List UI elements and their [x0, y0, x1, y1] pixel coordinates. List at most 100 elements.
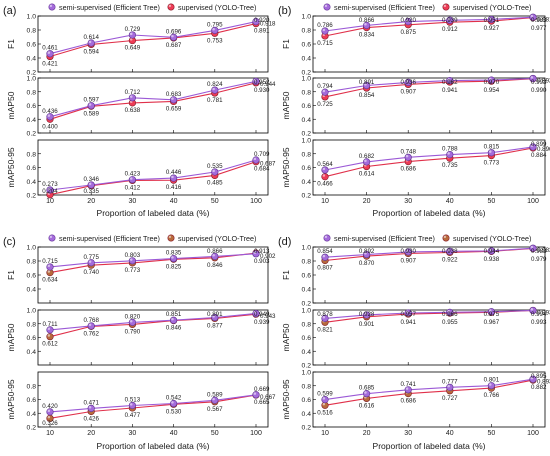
- point-semi-highlight: [405, 249, 409, 252]
- point-semi-highlight: [171, 401, 174, 404]
- data-label: 0.649: [125, 45, 141, 52]
- data-label: 0.684: [254, 166, 270, 173]
- legend-marker-semi-fill: [323, 3, 331, 11]
- subplot-f1: 0.2 0.4 0.6 0.8 1.0 F1 0.786 0.715 0.866 0.834 0.9…: [281, 14, 550, 77]
- data-label: 0.979: [531, 256, 547, 263]
- point-semi: [252, 309, 260, 318]
- y-tick-label: 1.0: [27, 308, 37, 315]
- y-tick-label: 0.2: [27, 425, 37, 432]
- y-tick-label: 0.6: [27, 42, 37, 49]
- point-semi-highlight: [447, 248, 450, 252]
- point-semi: [363, 250, 371, 259]
- y-tick-label: 0.6: [27, 335, 37, 342]
- data-label: 0.990: [531, 87, 547, 94]
- point-semi-highlight: [447, 17, 450, 21]
- point-semi-highlight: [447, 152, 450, 155]
- legend-marker-supervised-fill: [442, 3, 450, 11]
- point-semi: [170, 254, 178, 263]
- point-semi: [211, 313, 219, 322]
- data-label: 0.436: [42, 108, 58, 115]
- series-line-semi: [49, 312, 257, 331]
- data-label: 0.335: [83, 188, 99, 195]
- data-label: 0.682: [359, 153, 375, 160]
- series-line-supervised: [49, 252, 257, 274]
- point-semi: [321, 253, 329, 261]
- data-label: 0.589: [83, 110, 99, 117]
- point-semi-highlight: [212, 315, 215, 318]
- data-label: 0.993: [531, 319, 547, 326]
- y-tick-label: 0.6: [27, 103, 37, 110]
- subplot-map50-95: 0.2 0.4 0.6 0.8 mAP50-95 0.420 0.326 0.471 0.426…: [6, 371, 276, 432]
- point-semi: [87, 181, 95, 189]
- data-label: 0.423: [125, 171, 141, 178]
- point-semi: [321, 166, 329, 174]
- data-label: 0.970: [484, 79, 500, 86]
- point-semi: [404, 78, 412, 86]
- panel-a: (a) semi-supervised (Efficient Tree) super…: [3, 3, 276, 218]
- point-semi: [128, 94, 136, 102]
- series-line-semi: [324, 309, 534, 319]
- point-semi: [128, 31, 136, 39]
- y-axis-label: mAP50: [281, 91, 291, 119]
- point-semi: [446, 383, 454, 391]
- point-semi-highlight: [530, 376, 534, 380]
- data-label: 0.729: [125, 26, 141, 33]
- legend-marker-semi-highlight: [49, 235, 53, 239]
- data-label: 0.891: [254, 28, 270, 35]
- data-label: 0.875: [400, 29, 416, 36]
- legend-marker-semi-fill: [48, 234, 56, 242]
- y-axis-label: mAP50-95: [281, 147, 291, 187]
- point-semi-highlight: [253, 311, 257, 314]
- plot-frame: [312, 77, 546, 134]
- point-semi-highlight: [88, 323, 92, 327]
- series-line-semi: [324, 247, 534, 258]
- legend: semi-supervised (Efficient Tree) supervis…: [48, 3, 256, 12]
- point-semi: [211, 396, 219, 404]
- y-tick-label: 0.4: [27, 287, 37, 294]
- point-semi: [87, 404, 95, 412]
- data-label: 0.920: [254, 17, 270, 24]
- point-semi-highlight: [171, 175, 174, 179]
- x-tick-label: 20: [363, 198, 371, 205]
- data-label: 0.614: [83, 34, 99, 41]
- point-semi-highlight: [488, 383, 492, 386]
- point-supervised-fill: [321, 173, 329, 181]
- y-tick-label: 0.2: [302, 131, 312, 138]
- point-semi-highlight: [447, 384, 450, 388]
- data-label: 0.927: [484, 25, 500, 32]
- point-semi: [128, 176, 136, 184]
- data-label: 0.788: [442, 146, 458, 153]
- subplot-map50: 0.4 0.6 0.8 1.0 mAP50 0.711 0.612 0.768 0.762 0.8…: [6, 308, 276, 366]
- point-semi-highlight: [530, 14, 534, 18]
- y-axis-label: F1: [6, 270, 16, 280]
- legend-label-semi: semi-supervised (Efficient Tree): [59, 234, 160, 243]
- plot-frame: [37, 309, 269, 366]
- data-label: 0.983: [537, 247, 550, 254]
- point-semi: [321, 27, 329, 35]
- point-semi-highlight: [88, 182, 92, 186]
- point-semi: [363, 311, 371, 319]
- data-label: 0.669: [254, 386, 270, 393]
- x-tick-label: 30: [404, 198, 412, 205]
- data-label: 0.712: [125, 89, 141, 96]
- data-label: 0.614: [359, 171, 375, 178]
- data-label: 0.966: [442, 311, 458, 318]
- point-semi: [529, 375, 537, 383]
- data-label: 0.854: [317, 248, 333, 255]
- y-tick-label: 0.8: [27, 89, 37, 96]
- data-label: 0.748: [400, 148, 416, 155]
- point-semi-highlight: [212, 169, 215, 173]
- point-semi: [363, 390, 371, 398]
- subplot-f1: 0.2 0.4 0.6 0.8 1.0 F1 0.461 0.421 0.614 0.594 0.7…: [6, 14, 276, 77]
- series-line-semi: [49, 159, 257, 191]
- legend-marker-semi-fill: [48, 3, 56, 11]
- x-axis-label: Proportion of labeled data (%): [97, 208, 210, 218]
- data-label: 0.725: [317, 101, 333, 108]
- x-tick-label: 10: [46, 198, 54, 205]
- point-semi-highlight: [129, 177, 133, 180]
- legend: semi-supervised (Efficient Tree) supervis…: [323, 234, 531, 243]
- y-tick-label: 0.8: [27, 383, 37, 390]
- point-semi: [46, 50, 54, 58]
- point-semi: [446, 150, 454, 159]
- y-axis-label: F1: [281, 39, 291, 49]
